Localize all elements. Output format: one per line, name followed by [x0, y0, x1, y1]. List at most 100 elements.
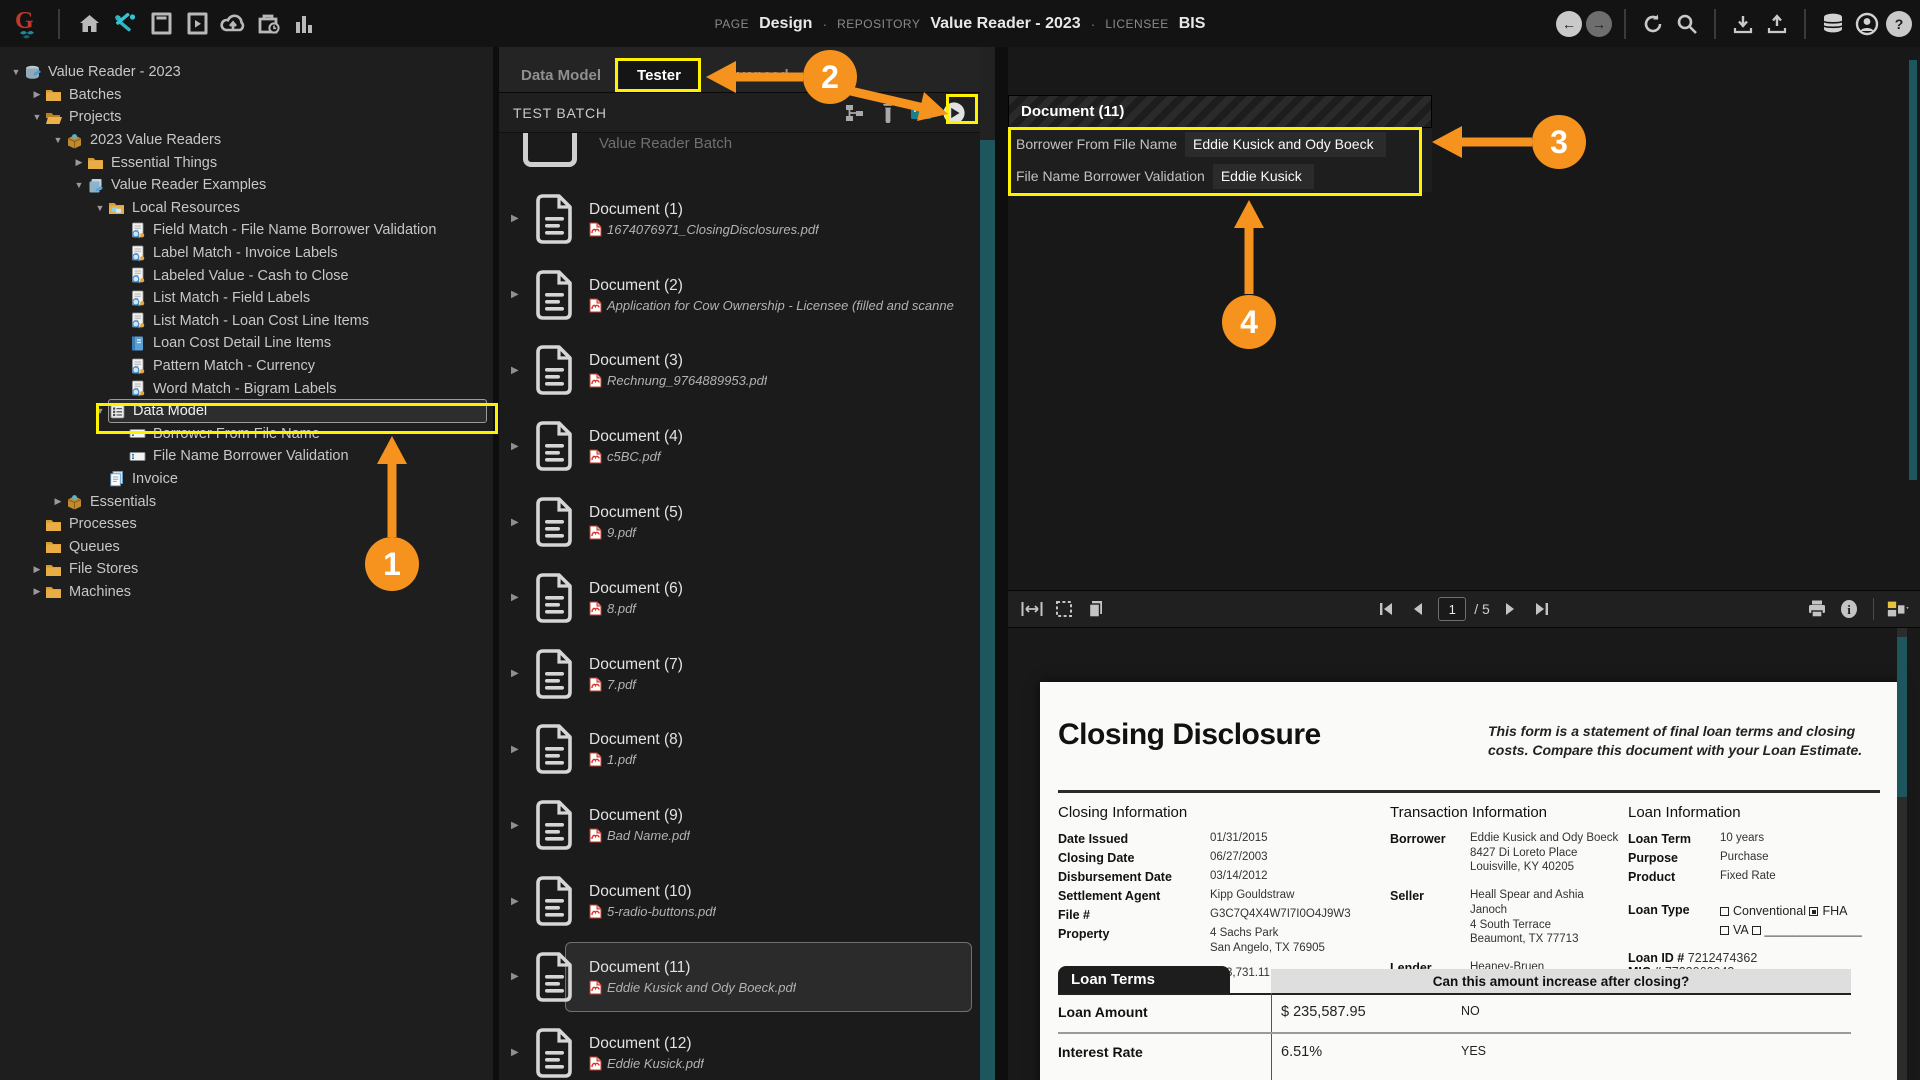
tree-expander-icon[interactable]: ▶ [75, 157, 83, 168]
document-row-4[interactable]: ▶ Document (4) c5BC.pdf [499, 408, 980, 484]
document-row-6[interactable]: ▶ Document (6) 8.pdf [499, 560, 980, 636]
batch-process-icon[interactable] [182, 8, 212, 40]
tree-expander-icon[interactable]: ▶ [33, 586, 41, 597]
previous-page-button[interactable] [1406, 597, 1430, 621]
tree-item-data-model[interactable]: ▼ Data Model [0, 399, 493, 424]
tree-item-invoice[interactable]: Invoice [0, 468, 493, 491]
pages-icon[interactable] [1084, 597, 1108, 621]
document-row-12[interactable]: ▶ Document (12) Eddie Kusick.pdf [499, 1015, 980, 1080]
selection-icon[interactable] [1052, 597, 1076, 621]
tree-item-projects[interactable]: ▼ Projects [0, 106, 493, 129]
document-expander-icon[interactable]: ▶ [511, 668, 519, 680]
print-icon[interactable] [1805, 597, 1829, 621]
tree-item-word-match-bigram-labels[interactable]: Word Match - Bigram Labels [0, 377, 493, 400]
fit-width-icon[interactable] [1020, 597, 1044, 621]
ruler-icon[interactable] [909, 101, 933, 125]
document-expander-icon[interactable]: ▶ [511, 895, 519, 907]
tab-tester[interactable]: Tester [619, 58, 699, 92]
document-row-9[interactable]: ▶ Document (9) Bad Name.pdf [499, 787, 980, 863]
search-icon[interactable] [1672, 8, 1702, 40]
tree-item-value-reader-examples[interactable]: ▼ Value Reader Examples [0, 174, 493, 197]
document-row-2[interactable]: ▶ Document (2) Application for Cow Ownersh… [499, 257, 980, 333]
pdf-viewer[interactable]: Closing Disclosure This form is a statem… [1008, 628, 1920, 1080]
tree-item-local-resources[interactable]: ▼ Local Resources [0, 197, 493, 220]
document-row-10[interactable]: ▶ Document (10) 5-radio-buttons.pdf [499, 863, 980, 939]
tree-item-value-reader-2023[interactable]: ▼ Value Reader - 2023 [0, 61, 493, 84]
document-expander-icon[interactable]: ▶ [511, 1047, 519, 1059]
tree-expander-icon[interactable]: ▼ [95, 406, 105, 417]
help-icon[interactable]: ? [1886, 10, 1912, 37]
batches-icon[interactable] [146, 8, 176, 40]
tree-expander-icon[interactable]: ▼ [32, 112, 42, 123]
first-page-button[interactable] [1374, 597, 1398, 621]
tree-expander-icon[interactable]: ▼ [11, 67, 21, 78]
tree-item-essential-things[interactable]: ▶ Essential Things [0, 151, 493, 174]
tree-expander-icon[interactable]: ▼ [74, 180, 84, 191]
viewer-scrollbar-track[interactable] [1897, 628, 1907, 1080]
upload-icon[interactable] [1762, 8, 1792, 40]
tree-item-machines[interactable]: ▶ Machines [0, 581, 493, 604]
document-expander-icon[interactable]: ▶ [511, 364, 519, 376]
tree-item-borrower-from-file-name[interactable]: Borrower From File Name [0, 423, 493, 446]
import-icon[interactable] [218, 8, 248, 40]
data-panel-scrollbar-thumb[interactable] [1909, 60, 1917, 480]
tree-item-label-match-invoice-labels[interactable]: Label Match - Invoice Labels [0, 242, 493, 265]
next-page-button[interactable] [1498, 597, 1522, 621]
flashlight-icon[interactable] [876, 101, 900, 125]
document-expander-icon[interactable]: ▶ [511, 592, 519, 604]
download-icon[interactable] [1728, 8, 1758, 40]
back-button[interactable]: ← [1556, 10, 1582, 37]
tree-expander-icon[interactable]: ▶ [33, 89, 41, 100]
document-expander-icon[interactable]: ▶ [511, 743, 519, 755]
tree-item-file-name-borrower-validation[interactable]: File Name Borrower Validation [0, 445, 493, 468]
user-icon[interactable] [1852, 8, 1882, 40]
document-expander-icon[interactable]: ▶ [511, 213, 519, 225]
jobs-icon[interactable] [254, 8, 284, 40]
tools-icon[interactable] [110, 8, 140, 40]
stats-icon[interactable] [290, 8, 320, 40]
tree-item-labeled-value-cash-to-close[interactable]: Labeled Value - Cash to Close [0, 264, 493, 287]
tree-item-file-stores[interactable]: ▶ File Stores [0, 558, 493, 581]
database-icon[interactable] [1818, 8, 1848, 40]
last-page-button[interactable] [1530, 597, 1554, 621]
tree-item-pattern-match-currency[interactable]: Pattern Match - Currency [0, 355, 493, 378]
document-row-1[interactable]: ▶ Document (1) 1674076971_ClosingDisclosur… [499, 181, 980, 257]
field-value-input[interactable]: Eddie Kusick [1212, 163, 1314, 189]
tree-item-list-match-loan-cost-line-items[interactable]: List Match - Loan Cost Line Items [0, 310, 493, 333]
tree-item-list-match-field-labels[interactable]: List Match - Field Labels [0, 287, 493, 310]
tree-item-field-match-file-name-borrower-validation[interactable]: Field Match - File Name Borrower Validat… [0, 219, 493, 242]
document-row-5[interactable]: ▶ Document (5) 9.pdf [499, 484, 980, 560]
document-expander-icon[interactable]: ▶ [511, 819, 519, 831]
grooper-logo-icon[interactable]: G [10, 6, 44, 42]
tree-item-essentials[interactable]: ▶ Essentials [0, 490, 493, 513]
forward-button[interactable]: → [1586, 10, 1612, 37]
tab-advanced[interactable]: Advanced [716, 66, 789, 84]
tree-item-2023-value-readers[interactable]: ▼ 2023 Value Readers [0, 129, 493, 152]
view-options-icon[interactable] [1886, 597, 1910, 621]
field-value-input[interactable]: Eddie Kusick and Ody Boeck [1185, 131, 1386, 157]
tree-item-processes[interactable]: Processes [0, 513, 493, 536]
tree-item-queues[interactable]: Queues [0, 535, 493, 558]
document-expander-icon[interactable]: ▶ [511, 289, 519, 301]
panel-divider[interactable] [493, 47, 499, 1080]
panel-divider[interactable] [995, 47, 1008, 1080]
document-expander-icon[interactable]: ▶ [511, 440, 519, 452]
tester-scrollbar-thumb[interactable] [980, 140, 995, 1080]
document-expander-icon[interactable]: ▶ [511, 971, 519, 983]
tab-data-model[interactable]: Data Model [521, 66, 602, 84]
tree-expander-icon[interactable]: ▶ [54, 496, 62, 507]
document-row-3[interactable]: ▶ Document (3) Rechnung_9764889953.pdf [499, 333, 980, 409]
play-button[interactable] [942, 101, 966, 125]
document-expander-icon[interactable]: ▶ [511, 516, 519, 528]
tree-expander-icon[interactable]: ▼ [95, 202, 105, 213]
info-icon[interactable]: i [1837, 597, 1861, 621]
batch-folder-item[interactable]: Value Reader Batch [499, 133, 980, 181]
page-number-input[interactable] [1438, 597, 1467, 621]
viewer-scrollbar-thumb[interactable] [1897, 637, 1907, 797]
tree-expander-icon[interactable]: ▼ [53, 135, 63, 146]
tree-item-loan-cost-detail-line-items[interactable]: Loan Cost Detail Line Items [0, 332, 493, 355]
home-icon[interactable] [74, 8, 104, 40]
tree-expander-icon[interactable]: ▶ [33, 563, 41, 574]
hierarchy-icon[interactable] [843, 101, 867, 125]
document-row-7[interactable]: ▶ Document (7) 7.pdf [499, 636, 980, 712]
